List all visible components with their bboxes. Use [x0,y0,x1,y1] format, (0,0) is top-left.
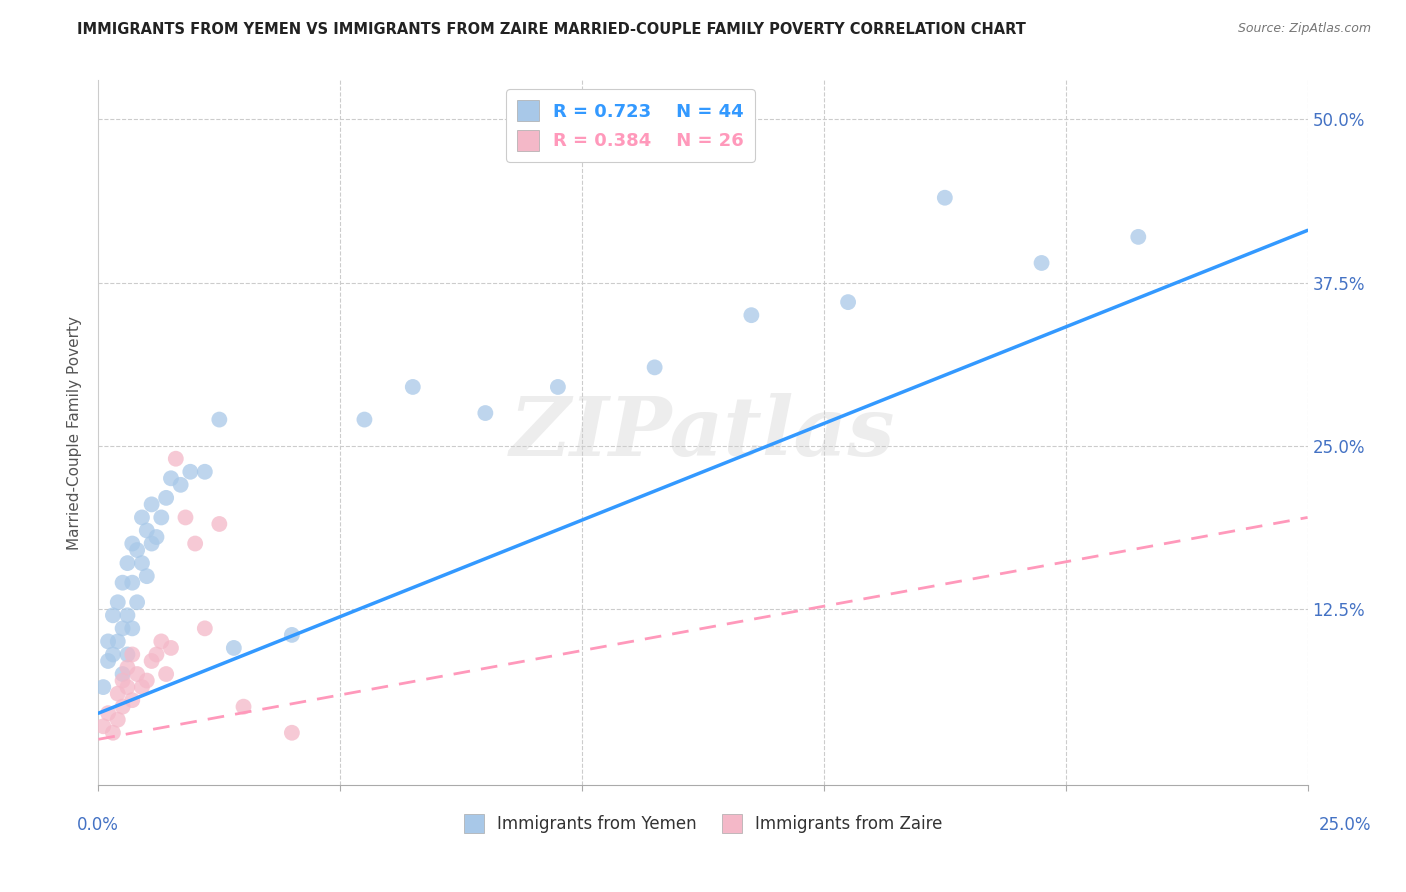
Point [837,295,859,310]
Point [127,667,149,681]
Point [117,680,139,694]
Point [131,680,153,694]
Point [131,510,153,524]
Point [121,536,143,550]
Point [353,412,375,426]
Point [97,654,120,668]
Point [117,660,139,674]
Point [281,725,304,739]
Point [121,621,143,635]
Point [474,406,496,420]
Point [150,634,173,648]
Point [121,575,143,590]
Point [91,680,114,694]
Point [1128,230,1150,244]
Point [179,465,201,479]
Point [547,380,569,394]
Point [135,673,157,688]
Text: ZIPatlas: ZIPatlas [510,392,896,473]
Point [232,699,254,714]
Point [111,621,134,635]
Legend: Immigrants from Yemen, Immigrants from Zaire: Immigrants from Yemen, Immigrants from Z… [457,807,949,840]
Point [117,608,139,623]
Point [194,465,217,479]
Point [107,595,129,609]
Point [155,491,177,505]
Point [111,575,134,590]
Point [184,536,207,550]
Point [222,640,245,655]
Point [97,706,120,721]
Point [127,595,149,609]
Point [1031,256,1053,270]
Point [111,699,134,714]
Point [97,634,120,648]
Point [117,556,139,570]
Point [127,543,149,558]
Point [131,556,153,570]
Point [111,673,134,688]
Point [135,569,157,583]
Text: Source: ZipAtlas.com: Source: ZipAtlas.com [1237,22,1371,36]
Text: 25.0%: 25.0% [1319,816,1371,834]
Point [169,478,191,492]
Point [165,451,187,466]
Point [101,648,124,662]
Point [402,380,425,394]
Point [160,640,183,655]
Point [145,530,167,544]
Point [107,687,129,701]
Point [934,191,956,205]
Point [135,524,157,538]
Point [101,608,124,623]
Point [160,471,183,485]
Point [107,713,129,727]
Point [141,654,163,668]
Text: IMMIGRANTS FROM YEMEN VS IMMIGRANTS FROM ZAIRE MARRIED-COUPLE FAMILY POVERTY COR: IMMIGRANTS FROM YEMEN VS IMMIGRANTS FROM… [77,22,1026,37]
Point [740,308,762,322]
Point [208,516,231,531]
Point [141,536,163,550]
Y-axis label: Married-Couple Family Poverty: Married-Couple Family Poverty [67,316,83,549]
Point [121,648,143,662]
Point [281,628,304,642]
Point [107,634,129,648]
Point [91,719,114,733]
Point [117,648,139,662]
Point [644,360,666,375]
Point [174,510,197,524]
Point [208,412,231,426]
Point [145,648,167,662]
Point [121,693,143,707]
Point [141,497,163,511]
Point [155,667,177,681]
Text: 0.0%: 0.0% [77,816,120,834]
Point [150,510,173,524]
Point [194,621,217,635]
Point [111,667,134,681]
Point [101,725,124,739]
